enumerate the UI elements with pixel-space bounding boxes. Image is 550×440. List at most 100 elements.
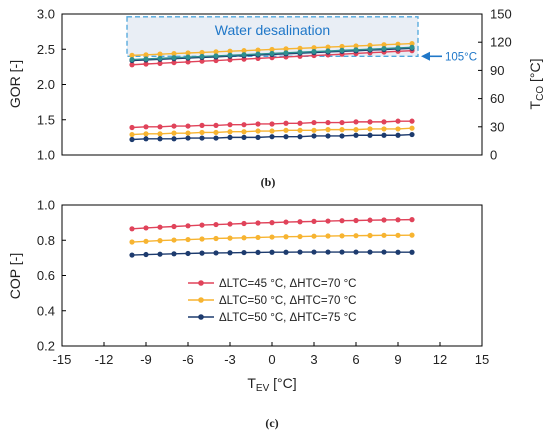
y-tick-label: 1.5 [37,112,55,127]
x-title-main: T [247,375,256,391]
series-cop-1-point [129,239,135,245]
series-gor-2-point [227,134,233,140]
series-cop-1-point [241,235,247,241]
series-gor-2-point [143,136,149,142]
series-cop-1-point [227,235,233,241]
y2-tick-label: 90 [490,63,504,78]
series-cop-0-point [269,220,275,226]
y2-title-main: T [527,100,543,109]
series-tco-4-point [255,47,261,53]
series-gor-2-point [199,135,205,141]
series-gor-2-point [409,131,415,138]
series-gor-0-point [171,123,177,129]
series-tco-4-point [269,46,275,53]
legend-item: ΔLTC=50 °C, ΔHTC=70 °C [188,295,356,307]
series-tco-6-point [241,52,247,58]
series-gor-2-point [171,136,177,142]
series-gor-1-point [381,126,387,132]
series-tco-6-point [227,52,233,58]
arrow-label: 105°C [445,51,477,63]
series-gor-0-point [311,119,317,126]
series-tco-6-point [213,53,219,59]
series-gor-2-point [339,133,345,139]
x-axis-ticks-tev: -15 -12 -9 -6 -3 0 3 6 9 12 15 [53,342,489,367]
series-cop-0-point [185,223,191,229]
series-cop-2-point [199,250,205,256]
series-tco-4-point [129,52,135,58]
series-tco-6-point [311,49,317,55]
y-tick-label: 0.8 [37,233,55,248]
series-tco-4-point [367,42,373,48]
series-gor-0-point [143,124,149,130]
legend-label: ΔLTC=50 °C, ΔHTC=75 °C [219,312,356,324]
series-cop-1-point [367,232,373,239]
y2-tick-label: 60 [490,91,504,106]
series-tco-6-point [409,44,415,50]
series-tco-4-point [213,49,219,55]
series-cop-2-point [185,250,191,257]
series-cop-0-point [311,218,317,224]
legend: ΔLTC=45 °C, ΔHTC=70 °C ΔLTC=50 °C, ΔHTC=7… [188,278,356,324]
series-tco-4-point [199,49,205,56]
series-gor-1-point [143,131,149,137]
y-tick-label: 0.2 [37,339,55,354]
series-tco-6-point [353,47,359,53]
y-tick-label: 1.0 [37,198,55,213]
series-cop-2-point [269,249,275,255]
series-gor-0-point [241,122,247,128]
series-gor-0-point [185,123,191,129]
series-tco-3-point [227,57,233,63]
y2-title-sub: CO [535,86,546,101]
series-gor-0-point [339,119,345,126]
series-cop-2-point [297,249,303,255]
series-cop-0-point [367,217,373,223]
y2-tick-label: 0 [490,148,497,163]
series-gor-2-point [311,133,317,139]
series-cop-2-point [241,249,247,256]
series-cop-1-point [325,233,331,239]
series-group-c [129,217,415,258]
series-gor-1-point [283,127,289,133]
series-cop-1-point [409,232,415,238]
series-gor-2 [129,131,415,143]
series-tco-4 [129,41,415,58]
series-cop-1-point [255,234,261,241]
series-cop-0-point [199,222,205,228]
series-cop-2-point [353,249,359,255]
y-tick-label: 0.6 [37,268,55,283]
x-tick-label: -15 [53,352,72,367]
series-gor-1-point [409,125,415,131]
x-tick-label: -3 [224,352,236,367]
panel-label-c: (c) [265,416,278,430]
series-cop-2-point [227,250,233,256]
series-gor-2-point [157,136,163,142]
series-tco-3-point [171,59,177,66]
series-tco-3-point [185,59,191,65]
series-cop-1-point [311,233,317,239]
series-tco-6-point [339,47,345,53]
series-gor-0 [129,118,415,131]
series-cop-0-point [283,219,289,225]
y2-tick-label: 30 [490,119,504,134]
series-tco-4-point [185,50,191,56]
y-axis-ticks-cop: 0.2 0.4 0.6 0.8 1.0 [37,198,66,354]
series-cop-1-point [283,234,289,240]
legend-item: ΔLTC=50 °C, ΔHTC=75 °C [188,312,356,324]
series-cop-0-point [353,217,359,224]
series-tco-4-point [241,48,247,54]
series-cop-0-point [339,218,345,224]
series-cop-0-point [241,220,247,227]
legend-swatch-marker [198,280,204,286]
series-tco-6-point [283,50,289,56]
x-axis-title-tev: TEV [°C] [247,375,296,394]
series-tco-4-point [143,52,149,58]
series-gor-0-point [227,122,233,128]
series-cop-1-point [199,236,205,242]
series-tco-4-point [171,50,177,57]
series-gor-1-point [395,126,401,132]
desalination-label: Water desalination [215,22,330,38]
series-gor-0-point [367,119,373,125]
series-cop-0-point [143,225,149,231]
